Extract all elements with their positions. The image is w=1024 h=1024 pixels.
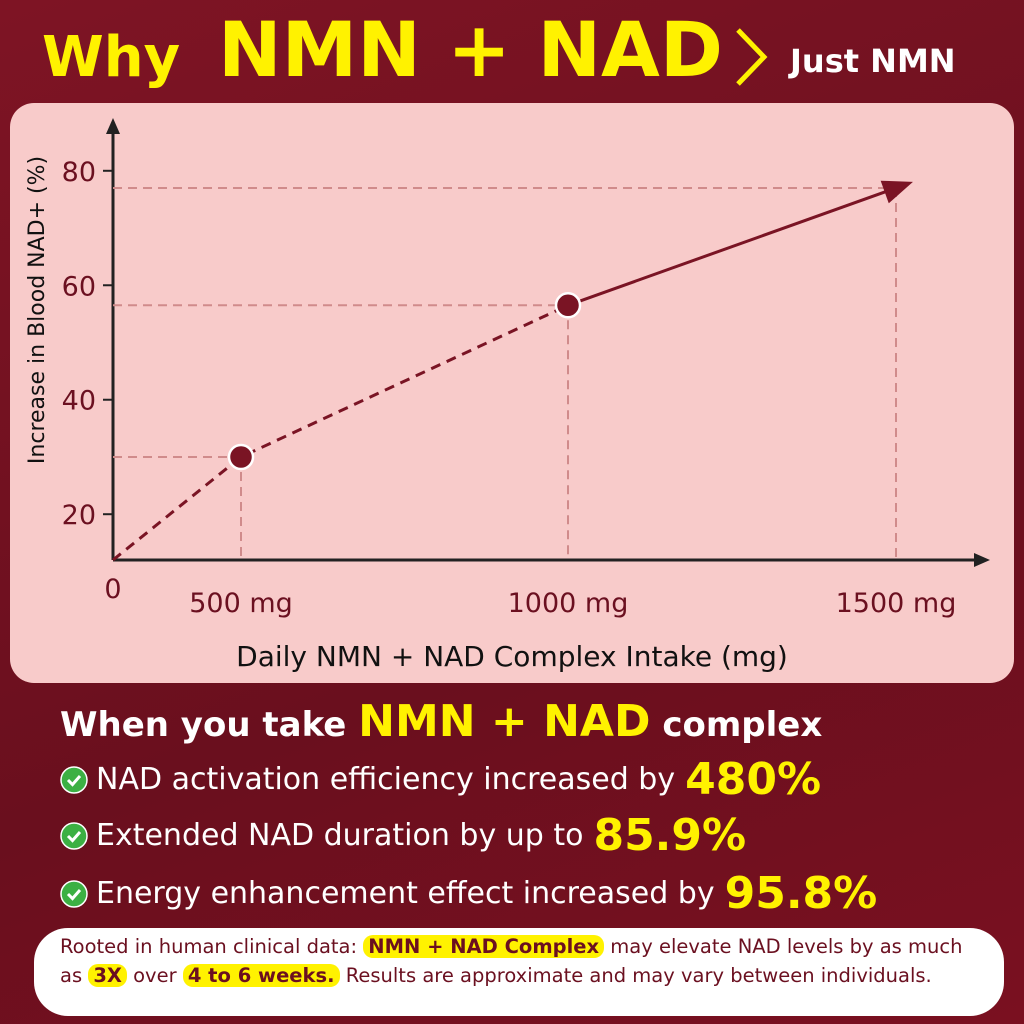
benefit: Extended NAD duration by up to 85.9% [60,810,1004,861]
x-axis-arrow [974,553,990,567]
benefit-text: Extended NAD duration by up to [96,818,584,853]
note-highlight: 4 to 6 weeks. [182,964,340,987]
check-icon [60,765,88,794]
point [227,443,255,471]
benefit-text: Energy enhancement effect increased by [96,876,715,911]
note-text: Rooted in human clinical data: [60,935,358,958]
y-axis-label: Increase in Blood NAD+ (%) [25,156,50,464]
benefit-text: NAD activation efficiency increased by [96,762,676,797]
note-text: may elevate NAD levels by as much as [60,935,963,987]
note-text: over [133,964,177,987]
line-dashed [112,303,569,562]
note-text: Results are approximate and may vary bet… [345,964,932,987]
heading-highlight: NMN + NAD [358,696,651,747]
check-icon [60,879,88,908]
y-axis-arrow [106,118,120,134]
heading-lead: When you take [60,705,347,745]
line-solid [567,186,897,307]
chart: Why NMN + NAD Just NMN Increase in Blood… [10,5,1014,683]
x-axis-label: Daily NMN + NAD Complex Intake (mg) [236,640,788,673]
benefit-value: 480% [685,754,822,805]
x-tick-label: 500 mg [189,588,293,619]
note-highlight: 3X [88,964,127,987]
y-tick-label: 80 [62,157,96,188]
x-tick-label: 0 [104,574,121,605]
note-highlight: NMN + NAD Complex [363,935,605,958]
title-highlight: NMN + NAD [218,5,723,94]
y-tick-label: 40 [62,386,96,417]
chevron [736,28,768,86]
benefit: Energy enhancement effect increased by 95… [60,868,1004,919]
point [554,292,582,319]
x-tick-label: 1000 mg [508,588,629,619]
check-icon [60,821,88,850]
x-tick-label: 1500 mg [836,588,957,619]
benefit: NAD activation efficiency increased by 48… [60,754,1004,805]
disclaimer: Rooted in human clinical data: NMN + NAD… [34,928,1004,1016]
heading-tail: complex [662,705,823,745]
y-tick-label: 60 [62,271,96,302]
benefits-heading: When you take NMN + NAD complex [60,696,1004,747]
arrowhead [880,180,913,204]
benefit-value: 95.8% [724,868,878,919]
chart-panel [10,103,1014,683]
title-lead: Why [42,25,180,90]
benefit-value: 85.9% [593,810,747,861]
y-tick-label: 20 [62,500,96,531]
title-compare: Just NMN [788,42,956,80]
